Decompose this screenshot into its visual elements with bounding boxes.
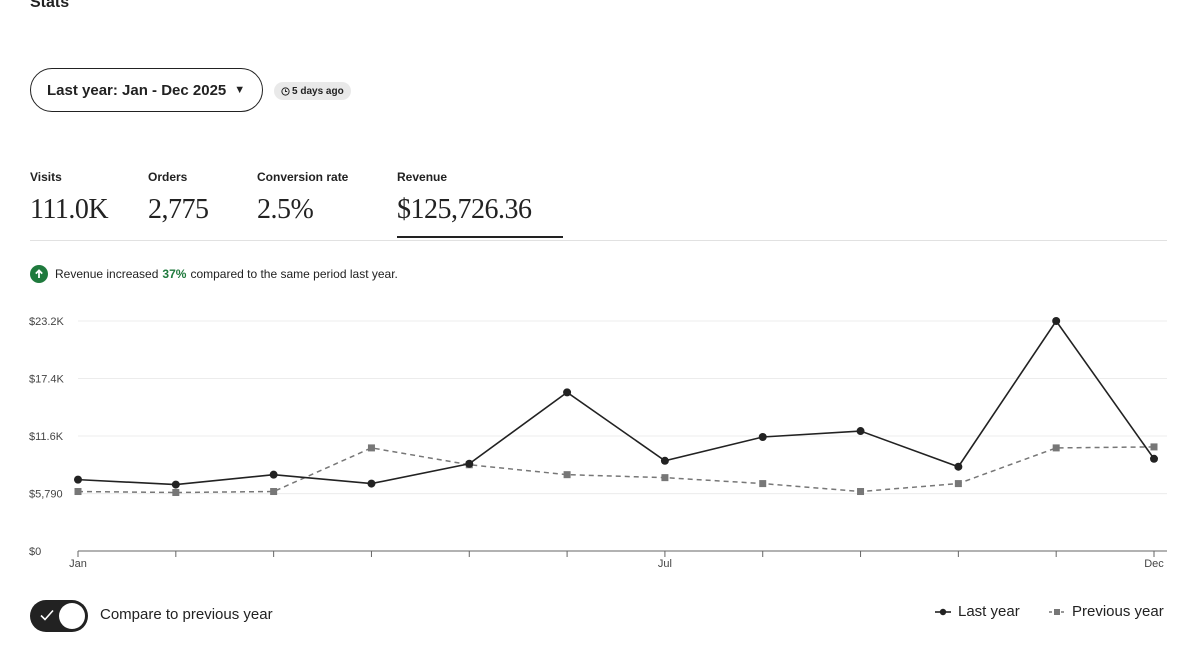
revenue-chart: $0 $5,790 $11.6K $17.4K $23.2K Jan Jul Dec <box>29 316 1167 570</box>
metric-label: Orders <box>148 170 188 184</box>
data-point-last-year <box>856 427 865 436</box>
arrow-up-circle-icon <box>30 265 48 283</box>
metric-conversion-rate[interactable]: Conversion rate 2.5% <box>257 170 348 226</box>
y-tick-label: $23.2K <box>29 316 65 328</box>
page-title: Stats <box>30 0 70 11</box>
series-line-previous-year <box>77 446 1155 494</box>
legend-previous-year: Previous year <box>1048 603 1164 620</box>
data-point-last-year <box>954 462 963 471</box>
series-line-last-year <box>77 319 1155 486</box>
metrics-divider <box>30 240 1167 241</box>
y-tick-label: $5,790 <box>29 489 63 501</box>
y-tick-label: $11.6K <box>29 431 64 443</box>
y-tick-label: $17.4K <box>29 374 65 386</box>
data-point-last-year <box>1052 317 1061 325</box>
data-point-last-year <box>660 456 669 465</box>
metric-value: 111.0K <box>30 194 109 225</box>
data-point-previous-year <box>759 480 767 488</box>
data-point-previous-year <box>1052 444 1060 452</box>
data-point-last-year <box>74 475 82 484</box>
metric-label: Conversion rate <box>257 170 349 184</box>
compare-label: Compare to previous year <box>100 606 273 623</box>
data-point-last-year <box>465 459 474 468</box>
insight-suffix: compared to the same period last year. <box>190 267 398 281</box>
metric-value: 2,775 <box>148 194 209 225</box>
check-icon <box>40 609 54 621</box>
x-tick-label: Jul <box>658 558 672 570</box>
data-point-last-year <box>1150 454 1158 463</box>
updated-badge: 5 days ago <box>274 82 351 100</box>
legend-swatch-dashed <box>1049 608 1065 615</box>
compare-toggle[interactable] <box>30 600 88 632</box>
data-point-last-year <box>171 480 180 489</box>
legend-last-year: Last year <box>934 603 1020 620</box>
data-point-previous-year <box>270 488 278 496</box>
metric-label: Visits <box>30 170 62 184</box>
revenue-insight: Revenue increased 37% compared to the sa… <box>30 265 398 283</box>
insight-percent: 37% <box>162 267 187 281</box>
x-tick-label: Jan <box>69 558 87 570</box>
metric-label: Revenue <box>397 170 448 184</box>
data-point-previous-year <box>367 444 375 452</box>
clock-icon <box>281 86 290 96</box>
data-point-last-year <box>269 470 278 479</box>
data-point-previous-year <box>1150 443 1158 451</box>
updated-text: 5 days ago <box>292 85 344 97</box>
data-point-previous-year <box>857 488 865 496</box>
metric-value: $125,726.36 <box>397 194 532 225</box>
legend-label: Last year <box>958 603 1020 620</box>
y-tick-label: $0 <box>29 546 41 558</box>
date-range-label: Last year: Jan - Dec 2025 <box>47 81 227 99</box>
date-range-dropdown[interactable]: Last year: Jan - Dec 2025 ▼ <box>30 68 263 112</box>
data-point-last-year <box>563 388 572 397</box>
data-point-previous-year <box>954 480 962 488</box>
data-point-previous-year <box>74 488 82 496</box>
insight-prefix: Revenue increased <box>55 267 159 281</box>
data-point-previous-year <box>563 471 571 479</box>
data-point-previous-year <box>172 489 180 497</box>
data-point-last-year <box>367 479 376 488</box>
legend-label: Previous year <box>1072 603 1164 620</box>
data-point-last-year <box>758 432 767 441</box>
metric-value: 2.5% <box>257 194 314 225</box>
caret-down-icon: ▼ <box>234 84 246 96</box>
data-point-previous-year <box>661 474 669 482</box>
x-tick-label: Dec <box>1144 558 1164 570</box>
metric-revenue[interactable]: Revenue $125,726.36 <box>397 170 563 238</box>
toggle-knob <box>59 603 85 629</box>
metric-visits[interactable]: Visits 111.0K <box>30 170 109 226</box>
metric-orders[interactable]: Orders 2,775 <box>148 170 209 226</box>
legend-swatch-solid <box>935 608 951 615</box>
